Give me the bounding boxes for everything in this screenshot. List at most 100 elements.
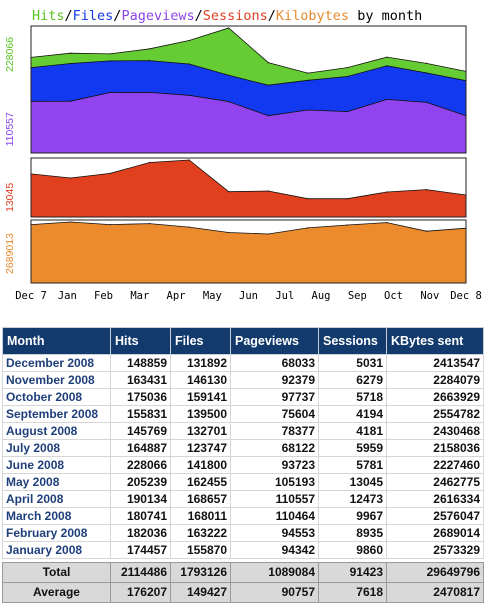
cell-pageviews: 75604 (230, 405, 319, 423)
header-files: Files (170, 327, 231, 355)
cell-kbytes-sent: 2554782 (386, 405, 484, 423)
cell-sessions: 5781 (318, 456, 387, 474)
cell-month: May 2008 (2, 473, 111, 491)
table-row: May 2008 205239 162455 105193 13045 2462775 (2, 473, 484, 491)
point-sessions (228, 191, 230, 193)
header-pageviews: Pageviews (230, 327, 319, 355)
chart-title-part: / (65, 8, 73, 24)
cell-pageviews: 94342 (230, 541, 319, 559)
cell-sessions: 4194 (318, 405, 387, 423)
x-tick-label: Apr (167, 290, 186, 302)
chart-title-part: Hits (32, 8, 65, 24)
point-hits (109, 53, 111, 55)
point-sessions (346, 198, 348, 200)
cell-hits: 174457 (110, 541, 171, 559)
area-kilobytes (31, 222, 466, 283)
chart-title-part: by month (349, 8, 422, 24)
cell-pageviews: 105193 (230, 473, 319, 491)
chart-title-part: Pageviews (121, 8, 194, 24)
chart-title: Hits/Files/Pageviews/Sessions/Kilobytes … (32, 8, 422, 24)
point-kilobytes (346, 224, 348, 226)
cell-files: 123747 (170, 439, 231, 457)
chart-title-part: Files (73, 8, 114, 24)
point-kilobytes (149, 223, 151, 225)
point-hits (425, 62, 428, 64)
cell-month: December 2008 (2, 354, 111, 372)
chart-title-part: / (113, 8, 121, 24)
point-kilobytes (228, 231, 230, 234)
point-kilobytes (307, 227, 309, 229)
point-pageviews (149, 91, 151, 93)
y-axis-label: 13045 (4, 183, 16, 212)
panel-frame (30, 157, 467, 218)
header-sessions: Sessions (318, 327, 387, 355)
table-row: June 2008 228066 141800 93723 5781 2227460 (2, 456, 484, 474)
cell-files: 162455 (170, 473, 231, 491)
cell-hits: 164887 (110, 439, 171, 457)
x-tick-label: Jun (239, 290, 258, 302)
point-sessions (267, 190, 269, 192)
line-sessions (30, 159, 467, 200)
cell-files: 132701 (170, 422, 231, 440)
y-axis-label: 110557 (4, 112, 16, 146)
line-hits (30, 27, 467, 74)
point-pageviews (307, 109, 309, 111)
total-hits: 2114486 (110, 562, 171, 583)
point-hits (188, 39, 190, 42)
chart-title-part: / (195, 8, 203, 24)
cell-files: 139500 (170, 405, 231, 423)
cell-month: January 2008 (2, 541, 111, 559)
cell-sessions: 5031 (318, 354, 387, 372)
x-tick-label: Jan (58, 290, 77, 302)
table-row: November 2008 163431 146130 92379 6279 228407… (2, 371, 484, 389)
total-pageviews: 1089084 (230, 562, 319, 583)
cell-sessions: 5718 (318, 388, 387, 406)
x-tick-label: Feb (94, 290, 113, 302)
cell-sessions: 6279 (318, 371, 387, 389)
point-kilobytes (109, 224, 111, 226)
point-files (425, 72, 428, 74)
average-label: Average (2, 582, 111, 603)
monthly-stats-table: Month Hits Files Pageviews Sessions KByt… (2, 327, 484, 603)
x-tick-label: Oct (384, 290, 403, 302)
cell-hits: 148859 (110, 354, 171, 372)
x-tick-label: Aug (312, 290, 331, 302)
point-hits (228, 27, 230, 29)
cell-kbytes-sent: 2573329 (386, 541, 484, 559)
cell-files: 141800 (170, 456, 231, 474)
point-pageviews (386, 98, 388, 100)
total-row: Total 2114486 1793126 1089084 91423 29649796 (2, 562, 484, 583)
monthly-area-chart: Hits/Files/Pageviews/Sessions/Kilobytes … (4, 8, 482, 302)
cell-pageviews: 110464 (230, 507, 319, 525)
point-files (109, 60, 111, 62)
average-kbytes-sent: 2470817 (386, 582, 484, 603)
point-sessions (69, 177, 72, 179)
average-hits: 176207 (110, 582, 171, 603)
line-pageviews (30, 91, 467, 117)
table-row: March 2008 180741 168011 110464 9967 2576047 (2, 507, 484, 525)
cell-pageviews: 68033 (230, 354, 319, 372)
header-hits: Hits (110, 327, 171, 355)
cell-kbytes-sent: 2430468 (386, 422, 484, 440)
table-header-row: Month Hits Files Pageviews Sessions KByt… (2, 327, 484, 355)
x-tick-label: Jul (275, 290, 294, 302)
point-files (386, 65, 388, 67)
point-hits (307, 72, 309, 74)
point-sessions (149, 161, 151, 164)
cell-kbytes-sent: 2689014 (386, 524, 484, 542)
table-row: February 2008 182036 163222 94553 8935 268901… (2, 524, 484, 542)
x-tick-label: Dec 8 (450, 290, 482, 302)
cell-sessions: 5959 (318, 439, 387, 457)
table-row: August 2008 145769 132701 78377 4181 2430468 (2, 422, 484, 440)
cell-kbytes-sent: 2227460 (386, 456, 484, 474)
line-kilobytes (30, 221, 467, 235)
panel-frame (30, 25, 467, 154)
x-tick-label: May (203, 290, 222, 302)
point-sessions (109, 172, 111, 174)
cell-pageviews: 93723 (230, 456, 319, 474)
chart-title-part: Kilobytes (276, 8, 349, 24)
average-row: Average 176207 149427 90757 7618 2470817 (2, 582, 484, 603)
cell-files: 168657 (170, 490, 231, 508)
spacer-cell (2, 558, 484, 563)
cell-month: July 2008 (2, 439, 111, 457)
